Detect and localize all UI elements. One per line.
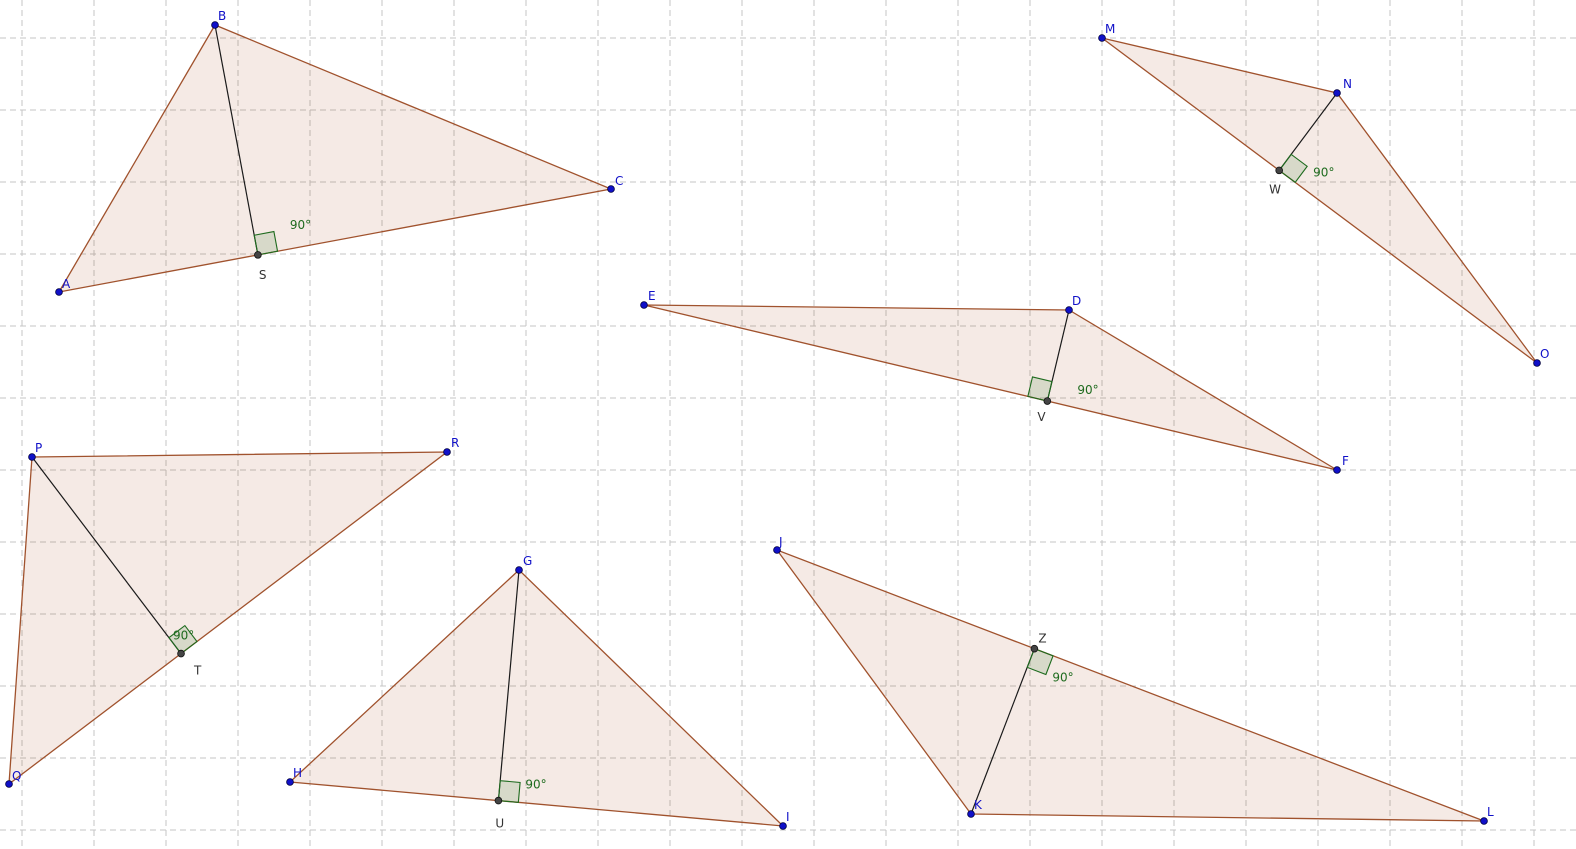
point-s[interactable] [254,251,262,259]
point-label-g: G [523,554,532,568]
angle-label: 90° [525,778,546,792]
point-label-j: J [778,535,783,549]
angle-label: 90° [290,218,311,232]
point-k[interactable] [967,810,975,818]
triangle-shape [8,451,449,786]
point-label-z: Z [1038,632,1046,646]
triangle-jkl: 90° J K L Z [773,535,1494,825]
point-label-c: C [615,174,623,188]
point-d[interactable] [1065,306,1073,314]
point-g[interactable] [515,566,523,574]
point-label-n: N [1343,77,1352,91]
point-label-o: O [1540,347,1549,361]
point-v[interactable] [1043,397,1052,405]
point-label-b: B [218,9,226,23]
point-label-w: W [1269,182,1281,196]
angle-label: 90° [1077,383,1098,397]
altitude-segment [214,24,259,255]
point-m[interactable] [1098,34,1106,42]
point-label-i: I [786,810,790,824]
triangle-shape [1101,37,1538,364]
altitude-segment [970,648,1035,815]
triangle-prq: 90° P R Q T [5,436,459,788]
right-angle-marker [253,230,279,256]
triangle-shape [643,304,1338,471]
point-n[interactable] [1333,89,1341,97]
point-h[interactable] [286,778,294,786]
point-label-h: H [293,766,302,780]
point-label-u: U [495,817,504,831]
point-label-s: S [259,268,267,282]
point-label-p: P [35,441,42,455]
point-w[interactable] [1275,166,1283,175]
right-angle-marker [1026,647,1054,676]
point-l[interactable] [1480,817,1488,825]
point-r[interactable] [443,448,451,456]
point-p[interactable] [28,453,36,461]
triangle-abc: 90° A B C S [55,9,623,296]
point-label-a: A [62,277,71,291]
point-label-t: T [193,664,202,678]
point-label-k: K [974,798,983,812]
angle-label: 90° [1313,165,1334,179]
angle-label: 90° [1052,671,1073,685]
triangle-edf: 90° E D F V [640,289,1349,474]
right-angle-marker [497,780,521,803]
altitude-segment [31,456,182,654]
point-b[interactable] [211,21,219,29]
point-i[interactable] [779,822,787,830]
point-t[interactable] [177,649,185,658]
point-o[interactable] [1533,359,1541,367]
point-f[interactable] [1333,466,1341,474]
point-q[interactable] [5,780,13,788]
angle-label: 90° [173,629,194,643]
right-angle-marker [168,624,198,655]
triangle-mno: 90° M N O W [1098,22,1549,367]
point-label-f: F [1342,454,1349,468]
altitude-segment [497,569,520,801]
point-e[interactable] [640,301,648,309]
point-j[interactable] [773,546,781,554]
point-z[interactable] [1030,644,1039,653]
triangle-shape [288,569,785,827]
triangle-shape [57,24,614,293]
triangle-ghi: 90° G H I U [286,554,790,831]
point-u[interactable] [494,796,503,805]
point-label-d: D [1072,294,1081,308]
point-label-l: L [1487,805,1494,819]
point-a[interactable] [55,288,63,296]
point-c[interactable] [607,185,615,193]
triangle-figures: 90° A B C S 90° M N O W 90° E D F V 90° P R Q T 90° G H I U 90° J K… [5,9,1549,831]
right-angle-marker [1027,376,1053,402]
point-label-v: V [1037,410,1046,424]
point-label-e: E [648,289,656,303]
point-label-m: M [1105,22,1115,36]
triangle-shape [775,548,1485,822]
point-label-r: R [451,436,459,450]
right-angle-marker [1278,153,1308,184]
point-label-q: Q [12,769,21,783]
